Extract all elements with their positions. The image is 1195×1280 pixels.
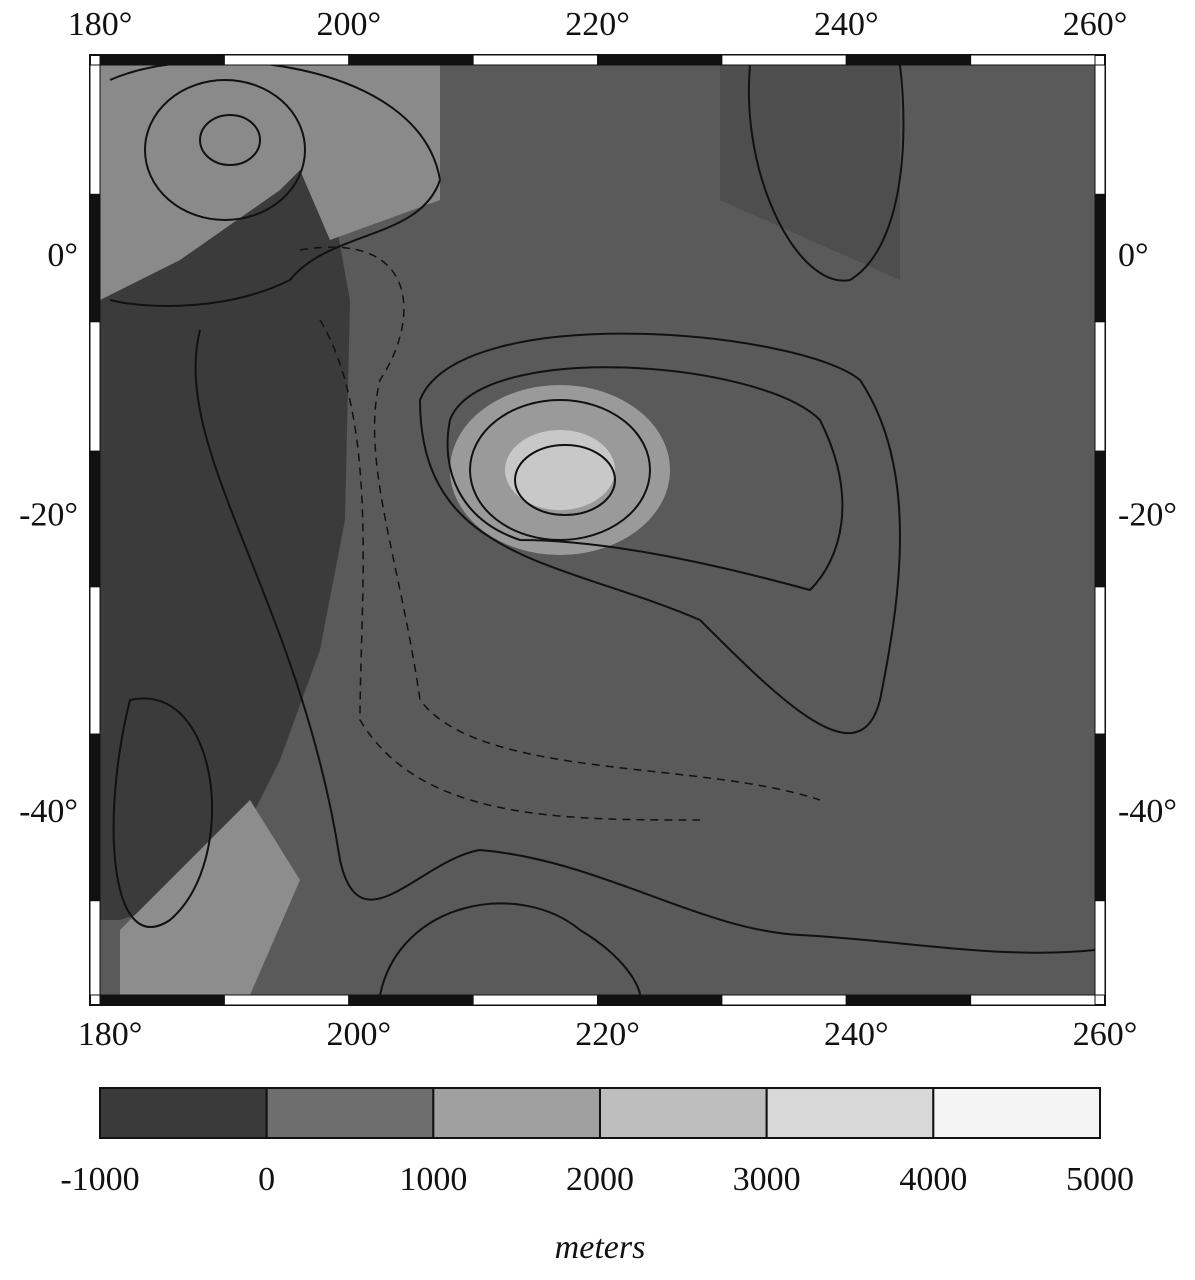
colorbar-segment xyxy=(99,1087,268,1139)
lat-label-left: -20° xyxy=(19,497,78,534)
frame-band xyxy=(1094,900,1106,996)
colorbar-unit: meters xyxy=(555,1229,646,1266)
frame-band xyxy=(970,54,1096,66)
colorbar-tick-label: 1000 xyxy=(399,1161,467,1198)
frame-band xyxy=(89,193,101,323)
map-image xyxy=(100,65,1095,995)
lon-label-top: 240° xyxy=(814,6,879,43)
lon-label-bottom: 240° xyxy=(824,1016,889,1053)
lat-label-left: 0° xyxy=(47,237,78,274)
lon-label-bottom: 260° xyxy=(1073,1016,1138,1053)
lat-label-left: -40° xyxy=(19,793,78,830)
lon-label-top: 200° xyxy=(316,6,381,43)
colorbar-segment xyxy=(599,1087,768,1139)
colorbar-tick-label: 5000 xyxy=(1066,1161,1134,1198)
frame-band xyxy=(597,54,723,66)
frame-band xyxy=(472,54,598,66)
frame-band xyxy=(721,994,847,1006)
frame-band xyxy=(99,994,225,1006)
frame-band xyxy=(597,994,723,1006)
frame-band xyxy=(89,450,101,588)
frame-band xyxy=(89,321,101,452)
frame-band xyxy=(89,64,101,195)
colorbar-tick-label: -1000 xyxy=(60,1161,139,1198)
lon-label-bottom: 220° xyxy=(575,1016,640,1053)
colorbar-segment xyxy=(265,1087,435,1139)
colorbar-segment xyxy=(432,1087,602,1139)
colorbar-tick-label: 2000 xyxy=(566,1161,634,1198)
frame-band xyxy=(223,994,350,1006)
lon-label-top: 220° xyxy=(565,6,630,43)
colorbar-tick-label: 0 xyxy=(258,1161,275,1198)
colorbar-tick-label: 4000 xyxy=(899,1161,967,1198)
colorbar-segment xyxy=(765,1087,935,1139)
frame-band xyxy=(99,54,225,66)
frame-band xyxy=(223,54,350,66)
frame-band xyxy=(845,994,972,1006)
frame-band xyxy=(1094,193,1106,323)
lat-label-right: -20° xyxy=(1118,497,1177,534)
frame-band xyxy=(970,994,1096,1006)
lon-label-bottom: 180° xyxy=(78,1016,143,1053)
frame-band xyxy=(1094,64,1106,195)
frame-band xyxy=(472,994,598,1006)
lon-label-top: 180° xyxy=(68,6,133,43)
frame-band xyxy=(1094,450,1106,588)
frame-band xyxy=(1094,321,1106,452)
frame-band xyxy=(348,54,474,66)
lat-label-right: 0° xyxy=(1118,237,1149,274)
frame-band xyxy=(348,994,474,1006)
frame-band xyxy=(845,54,972,66)
lat-label-right: -40° xyxy=(1118,793,1177,830)
frame-band xyxy=(1094,733,1106,902)
lon-label-bottom: 200° xyxy=(326,1016,391,1053)
colorbar-segment xyxy=(932,1087,1101,1139)
frame-band xyxy=(721,54,847,66)
lon-label-top: 260° xyxy=(1063,6,1128,43)
frame-band xyxy=(89,586,101,735)
frame-band xyxy=(1094,586,1106,735)
colorbar-tick-label: 3000 xyxy=(733,1161,801,1198)
frame-band xyxy=(89,733,101,902)
frame-band xyxy=(89,900,101,996)
